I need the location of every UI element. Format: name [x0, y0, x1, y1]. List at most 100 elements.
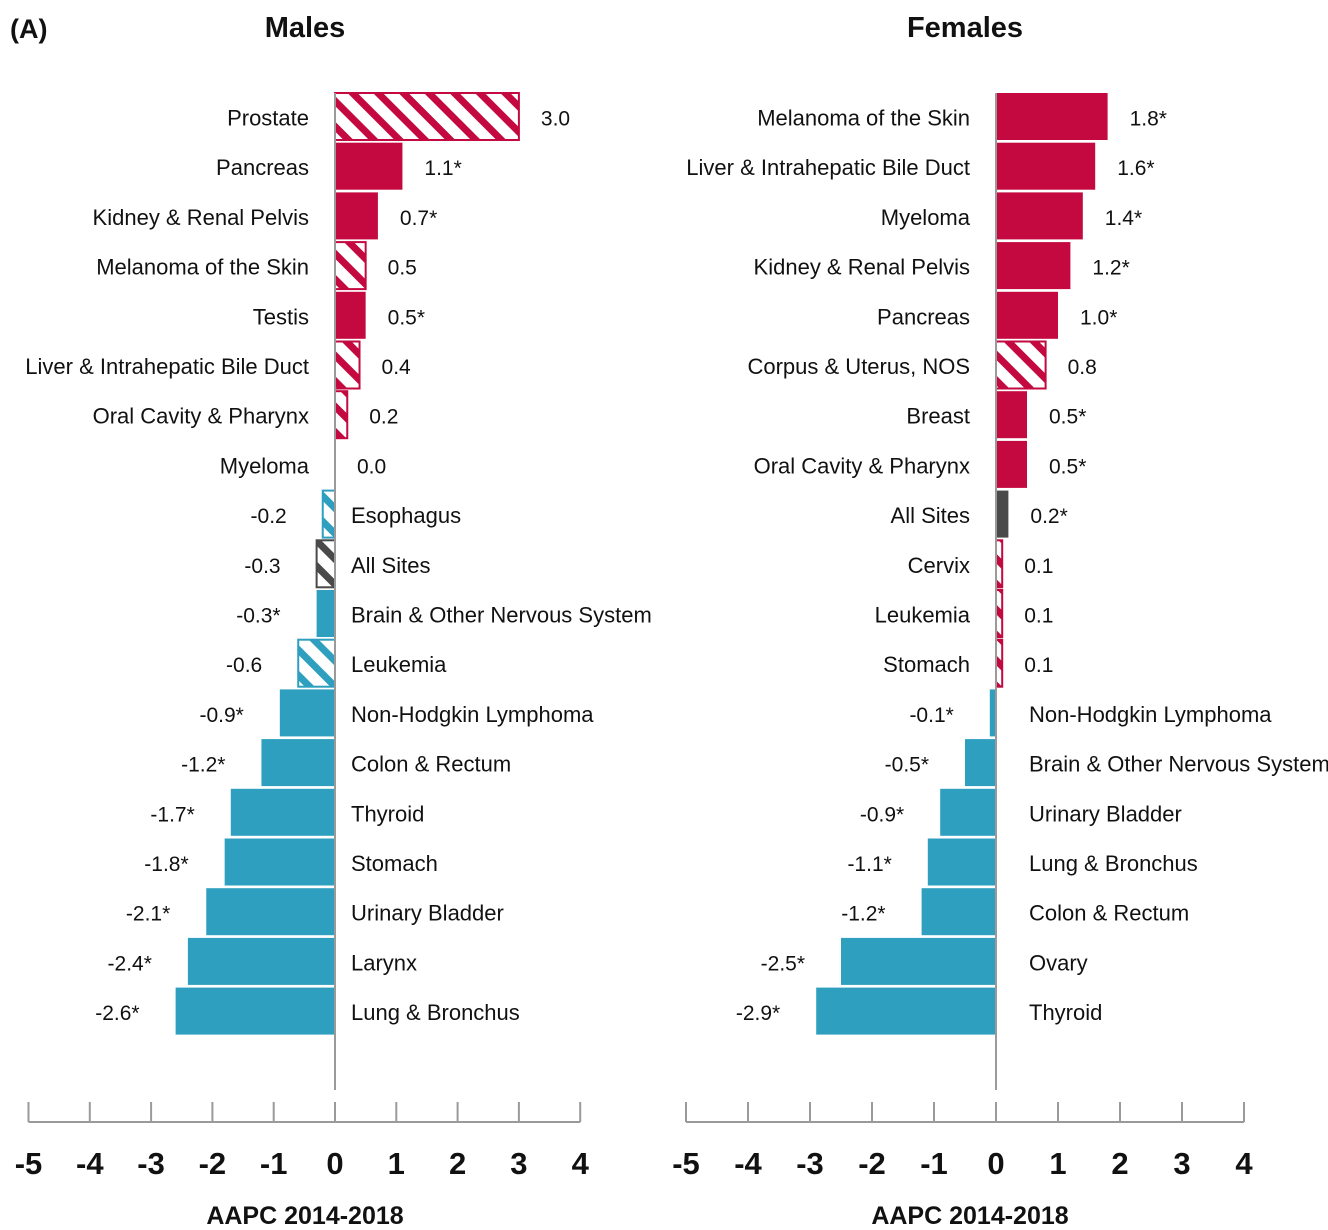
- bar-non-hodgkin-lymphoma: [279, 689, 335, 737]
- value-label: 1.1*: [424, 157, 461, 180]
- category-label: Melanoma of the Skin: [757, 106, 970, 131]
- value-label: -2.9*: [736, 1002, 780, 1025]
- x-axis-label: AAPC 2014-2018: [206, 1202, 403, 1230]
- bar-thyroid: [230, 788, 335, 836]
- bar-liver-and-intrahepatic-bile-duct: [996, 142, 1096, 190]
- category-label: Myeloma: [881, 205, 971, 230]
- category-label: Colon & Rectum: [351, 752, 511, 777]
- value-label: -2.5*: [761, 952, 805, 975]
- value-label: 1.6*: [1117, 157, 1154, 180]
- value-label: 0.1: [1024, 654, 1053, 677]
- value-label: 0.4: [382, 356, 412, 379]
- value-label: -2.6*: [95, 1002, 139, 1025]
- category-label: Larynx: [351, 950, 417, 975]
- bar-stomach: [224, 838, 335, 886]
- bar-myeloma: [996, 192, 1083, 240]
- value-label: 0.0: [357, 455, 386, 478]
- x-axis: -5 -4 -3 -2 -1 0 1 2 3 4: [15, 1102, 590, 1181]
- category-label: Kidney & Renal Pelvis: [754, 255, 970, 280]
- bar-kidney-and-renal-pelvis: [996, 242, 1071, 290]
- bar-urinary-bladder: [206, 888, 335, 936]
- value-label: 1.8*: [1130, 108, 1167, 131]
- value-label: -1.2*: [181, 754, 225, 777]
- value-label: 1.0*: [1080, 306, 1117, 329]
- value-label: 0.2: [369, 406, 398, 429]
- x-tick-label: 3: [1173, 1146, 1190, 1181]
- panel-males: Males Prostate 3.0 Pancreas 1.1* Kidney & Ren…: [15, 12, 652, 1230]
- bar-all-sites: [315, 539, 336, 589]
- category-label: Brain & Other Nervous System: [351, 603, 652, 628]
- x-tick-label: 2: [1111, 1146, 1128, 1181]
- category-label: Colon & Rectum: [1029, 901, 1189, 926]
- category-label: Cervix: [908, 553, 970, 578]
- category-label: Liver & Intrahepatic Bile Duct: [25, 354, 309, 379]
- x-tick-label: 1: [1049, 1146, 1066, 1181]
- category-label: Non-Hodgkin Lymphoma: [351, 702, 594, 727]
- value-label: -1.8*: [144, 853, 188, 876]
- panel-females: Females Melanoma of the Skin 1.8* Liver & I…: [672, 12, 1328, 1230]
- value-label: -0.3: [244, 555, 280, 578]
- category-label: Urinary Bladder: [351, 901, 504, 926]
- value-label: -0.9*: [860, 803, 904, 826]
- category-label: Pancreas: [216, 155, 309, 180]
- value-label: -2.1*: [126, 903, 170, 926]
- bar-lung-and-bronchus: [175, 987, 335, 1035]
- value-label: 0.5*: [1049, 455, 1086, 478]
- category-label: Myeloma: [220, 453, 310, 478]
- value-label: 3.0: [541, 108, 570, 131]
- bar-colon-and-rectum: [921, 888, 996, 936]
- bar-corpus-and-uterus-nos: [995, 340, 1047, 390]
- x-tick-label: 2: [449, 1146, 466, 1181]
- category-label: Non-Hodgkin Lymphoma: [1029, 702, 1272, 727]
- bar-prostate: [334, 92, 520, 141]
- category-label: Stomach: [351, 851, 438, 876]
- category-label: Ovary: [1029, 950, 1088, 975]
- category-label: Urinary Bladder: [1029, 801, 1182, 826]
- category-label: Esophagus: [351, 503, 461, 528]
- bar-melanoma-of-the-skin: [996, 93, 1108, 140]
- bar-esophagus: [321, 489, 336, 539]
- bar-pancreas: [996, 291, 1058, 339]
- chart-title: Males: [265, 12, 346, 44]
- bar-melanoma-of-the-skin: [334, 241, 367, 291]
- x-tick-label: -2: [858, 1146, 886, 1181]
- bar-ovary: [841, 937, 996, 985]
- category-label: Prostate: [227, 106, 309, 131]
- value-label: 1.4*: [1105, 207, 1142, 230]
- category-label: Lung & Bronchus: [1029, 851, 1198, 876]
- x-tick-label: -5: [15, 1146, 43, 1181]
- category-label: Lung & Bronchus: [351, 1000, 520, 1025]
- category-label: Leukemia: [351, 652, 447, 677]
- bar-urinary-bladder: [940, 788, 996, 836]
- value-label: 0.1: [1024, 605, 1053, 628]
- category-label: Liver & Intrahepatic Bile Duct: [686, 155, 970, 180]
- category-label: All Sites: [891, 503, 970, 528]
- bar-thyroid: [816, 987, 996, 1035]
- category-label: Stomach: [883, 652, 970, 677]
- value-label: 0.5: [388, 257, 417, 280]
- bar-leukemia: [297, 638, 336, 688]
- value-label: 1.2*: [1092, 257, 1129, 280]
- value-label: -0.2: [251, 505, 287, 528]
- x-tick-label: -1: [260, 1146, 288, 1181]
- value-label: 0.7*: [400, 207, 437, 230]
- x-axis: -5 -4 -3 -2 -1 0 1 2 3 4: [672, 1102, 1253, 1181]
- x-tick-label: -3: [137, 1146, 165, 1181]
- category-label: Testis: [253, 304, 309, 329]
- bar-pancreas: [335, 142, 403, 190]
- category-label: Breast: [906, 404, 970, 429]
- x-tick-label: 0: [987, 1146, 1004, 1181]
- value-label: 0.5*: [388, 306, 425, 329]
- chart-title: Females: [907, 12, 1023, 44]
- x-tick-label: -2: [199, 1146, 227, 1181]
- panel-label: (A): [10, 14, 48, 44]
- x-axis-label: AAPC 2014-2018: [871, 1202, 1068, 1230]
- category-label: Brain & Other Nervous System: [1029, 752, 1328, 777]
- value-label: 0.1: [1024, 555, 1053, 578]
- x-tick-label: -4: [734, 1146, 762, 1181]
- value-label: 0.5*: [1049, 406, 1086, 429]
- bar-brain-and-other-nervous-system: [316, 590, 335, 637]
- x-tick-label: 3: [510, 1146, 527, 1181]
